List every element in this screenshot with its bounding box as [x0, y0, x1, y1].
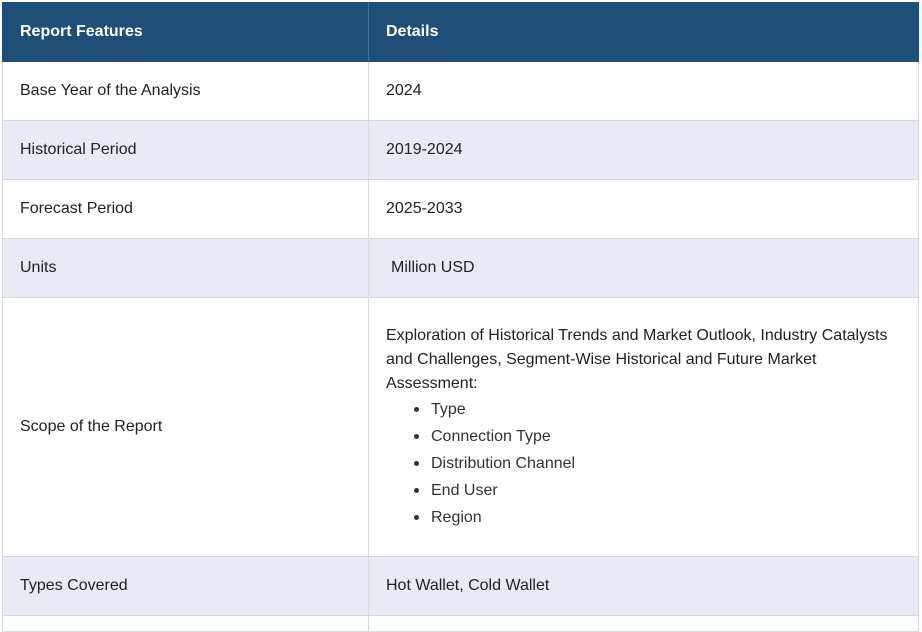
table-row-partial [2, 615, 919, 632]
header-row: Report Features Details [2, 2, 919, 62]
feature-cell: Units [2, 238, 369, 298]
header-details: Details [368, 2, 919, 62]
list-item-label: Connection Type [431, 427, 551, 445]
table-row: Historical Period 2019-2024 [2, 120, 919, 180]
bullet-icon [414, 460, 419, 466]
detail-cell: Hot Wallet, Cold Wallet [368, 556, 919, 616]
table-body: Base Year of the Analysis 2024 Historica… [2, 61, 919, 632]
table-row: Base Year of the Analysis 2024 [2, 61, 919, 121]
list-item-label: End User [431, 481, 498, 499]
feature-cell: Types Covered [2, 556, 369, 616]
detail-cell-empty [368, 615, 919, 632]
bullet-icon [414, 433, 419, 439]
detail-cell: 2025-2033 [368, 179, 919, 239]
detail-cell: 2019-2024 [368, 120, 919, 180]
list-item: Distribution Channel [414, 450, 901, 477]
list-item: Region [414, 504, 901, 531]
table-row: Scope of the Report Exploration of Histo… [2, 297, 919, 557]
list-item-label: Region [431, 508, 482, 526]
scope-description: Exploration of Historical Trends and Mar… [386, 326, 888, 392]
bullet-icon [414, 514, 419, 520]
feature-cell: Forecast Period [2, 179, 369, 239]
scope-list: Type Connection Type Distribution Channe… [386, 396, 901, 531]
list-item-label: Type [431, 400, 466, 418]
units-value: Million USD [391, 259, 475, 276]
detail-cell: Million USD [368, 238, 919, 298]
list-item: Type [414, 396, 901, 423]
bullet-icon [414, 487, 419, 493]
feature-cell: Scope of the Report [2, 297, 369, 557]
list-item-label: Distribution Channel [431, 454, 576, 472]
table-row: Forecast Period 2025-2033 [2, 179, 919, 239]
bullet-icon [414, 406, 419, 412]
table-row: Units Million USD [2, 238, 919, 298]
feature-cell: Historical Period [2, 120, 369, 180]
feature-cell: Base Year of the Analysis [2, 61, 369, 121]
table-row: Types Covered Hot Wallet, Cold Wallet [2, 556, 919, 616]
table-header: Report Features Details [2, 2, 919, 62]
list-item: End User [414, 477, 901, 504]
detail-cell: 2024 [368, 61, 919, 121]
list-item: Connection Type [414, 423, 901, 450]
detail-cell: Exploration of Historical Trends and Mar… [368, 297, 919, 557]
feature-cell-empty [2, 615, 369, 632]
header-report-features: Report Features [2, 2, 369, 62]
